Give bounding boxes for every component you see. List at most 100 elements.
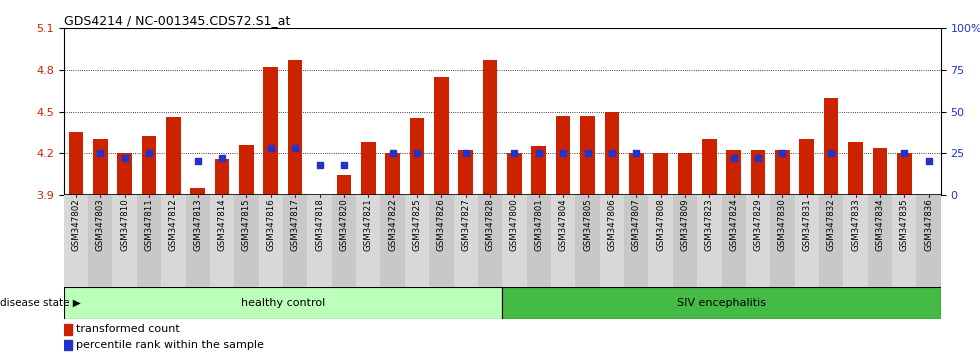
Text: GSM347823: GSM347823: [705, 198, 713, 251]
Bar: [844, 195, 867, 287]
Bar: [677, 153, 692, 195]
Bar: [210, 195, 234, 287]
Point: [409, 150, 424, 156]
Point: [628, 150, 644, 156]
Bar: [331, 195, 356, 287]
Point: [458, 150, 473, 156]
Bar: [605, 112, 619, 195]
Text: GSM347802: GSM347802: [72, 198, 80, 251]
Bar: [64, 324, 73, 335]
Text: SIV encephalitis: SIV encephalitis: [677, 298, 766, 308]
Text: GSM347832: GSM347832: [827, 198, 836, 251]
Bar: [478, 195, 502, 287]
Text: GSM347801: GSM347801: [534, 198, 543, 251]
Bar: [502, 195, 526, 287]
Bar: [429, 195, 454, 287]
Bar: [356, 195, 380, 287]
Bar: [702, 139, 716, 195]
Text: GSM347826: GSM347826: [437, 198, 446, 251]
Text: healthy control: healthy control: [241, 298, 325, 308]
Bar: [405, 195, 429, 287]
Text: GSM347808: GSM347808: [657, 198, 665, 251]
Text: percentile rank within the sample: percentile rank within the sample: [76, 340, 264, 350]
Bar: [264, 67, 278, 195]
Text: GSM347834: GSM347834: [875, 198, 884, 251]
Bar: [654, 153, 668, 195]
Text: GSM347822: GSM347822: [388, 198, 397, 251]
Bar: [551, 195, 575, 287]
Bar: [600, 195, 624, 287]
Bar: [113, 195, 137, 287]
Point: [897, 150, 912, 156]
Bar: [867, 195, 892, 287]
Text: disease state ▶: disease state ▶: [0, 298, 80, 308]
Bar: [118, 153, 132, 195]
Bar: [288, 60, 303, 195]
Text: GSM347820: GSM347820: [339, 198, 348, 251]
Bar: [239, 145, 254, 195]
Bar: [64, 287, 502, 319]
Bar: [483, 60, 498, 195]
Bar: [897, 153, 911, 195]
Text: GSM347833: GSM347833: [851, 198, 860, 251]
Bar: [556, 116, 570, 195]
Bar: [507, 153, 521, 195]
Text: GSM347800: GSM347800: [510, 198, 519, 251]
Bar: [580, 116, 595, 195]
Bar: [190, 188, 205, 195]
Text: GSM347828: GSM347828: [485, 198, 495, 251]
Bar: [721, 195, 746, 287]
Bar: [93, 139, 108, 195]
Bar: [336, 175, 351, 195]
Bar: [892, 195, 916, 287]
Bar: [64, 195, 88, 287]
Bar: [872, 148, 887, 195]
Point: [531, 150, 547, 156]
Point: [385, 150, 401, 156]
Point: [823, 150, 839, 156]
Bar: [849, 142, 862, 195]
Point: [92, 150, 108, 156]
Text: GSM347812: GSM347812: [169, 198, 177, 251]
Point: [774, 150, 790, 156]
Text: GSM347818: GSM347818: [315, 198, 324, 251]
Text: GSM347815: GSM347815: [242, 198, 251, 251]
Bar: [697, 195, 721, 287]
Bar: [142, 136, 156, 195]
Bar: [819, 195, 844, 287]
Text: GSM347811: GSM347811: [144, 198, 154, 251]
Text: GSM347813: GSM347813: [193, 198, 202, 251]
Point: [751, 155, 766, 161]
Point: [287, 145, 303, 151]
Text: GSM347831: GSM347831: [803, 198, 811, 251]
Point: [117, 155, 132, 161]
Text: GSM347803: GSM347803: [96, 198, 105, 251]
Text: GSM347804: GSM347804: [559, 198, 567, 251]
Bar: [531, 146, 546, 195]
Bar: [624, 195, 649, 287]
Bar: [751, 150, 765, 195]
Bar: [361, 142, 375, 195]
Bar: [308, 195, 331, 287]
Bar: [259, 195, 283, 287]
Point: [921, 159, 937, 164]
Bar: [726, 150, 741, 195]
Text: GSM347810: GSM347810: [121, 198, 129, 251]
Bar: [185, 195, 210, 287]
Bar: [234, 195, 259, 287]
Bar: [649, 195, 673, 287]
Bar: [410, 119, 424, 195]
Bar: [526, 195, 551, 287]
Point: [726, 155, 742, 161]
Bar: [283, 195, 308, 287]
Bar: [800, 139, 814, 195]
Point: [190, 159, 206, 164]
Bar: [64, 340, 73, 350]
Bar: [502, 287, 941, 319]
Bar: [916, 195, 941, 287]
Bar: [824, 98, 839, 195]
Bar: [380, 195, 405, 287]
Text: GDS4214 / NC-001345.CDS72.S1_at: GDS4214 / NC-001345.CDS72.S1_at: [64, 14, 290, 27]
Text: GSM347805: GSM347805: [583, 198, 592, 251]
Text: GSM347827: GSM347827: [462, 198, 470, 251]
